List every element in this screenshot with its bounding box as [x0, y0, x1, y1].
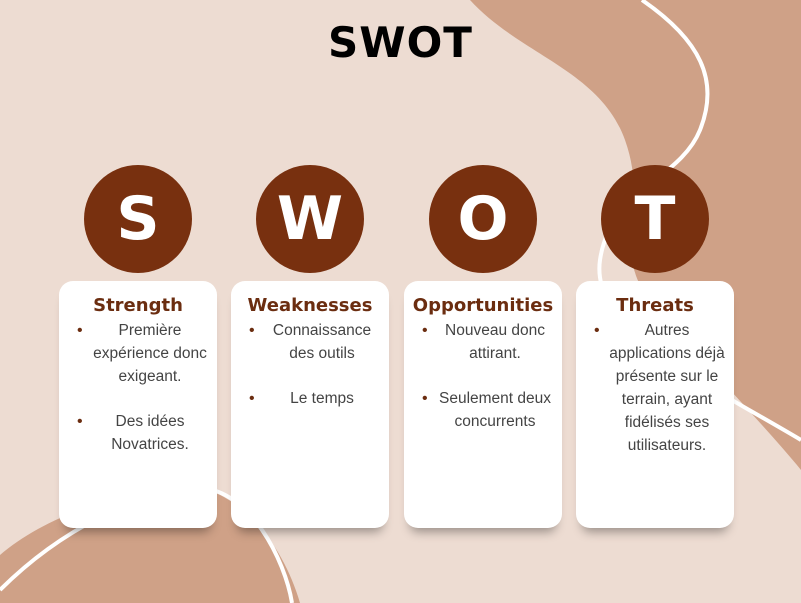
threats-list: Autres applications déjà présente sur le…: [576, 319, 734, 457]
weaknesses-list: Connaissance des outils Le temps: [231, 319, 389, 410]
strength-letter: S: [116, 184, 160, 254]
opportunities-card: Opportunities Nouveau donc attirant. Seu…: [404, 281, 562, 528]
threats-item: Autres applications déjà présente sur le…: [594, 319, 726, 457]
weaknesses-letter: W: [276, 184, 344, 254]
weaknesses-item: Le temps: [249, 387, 381, 410]
weaknesses-card: Weaknesses Connaissance des outils Le te…: [231, 281, 389, 528]
threats-letter-circle: T: [601, 165, 709, 273]
strength-card: Strength Première expérience donc exigea…: [59, 281, 217, 528]
threats-heading: Threats: [616, 295, 694, 316]
strength-list: Première expérience donc exigeant. Des i…: [59, 319, 217, 456]
opportunities-heading: Opportunities: [412, 295, 554, 316]
opportunities-letter: O: [457, 184, 509, 254]
threats-card: Threats Autres applications déjà présent…: [576, 281, 734, 528]
strength-letter-circle: S: [84, 165, 192, 273]
opportunities-item: Nouveau donc attirant.: [422, 319, 554, 365]
threats-letter: T: [634, 184, 676, 254]
weaknesses-letter-circle: W: [256, 165, 364, 273]
page-title: SWOT: [328, 18, 473, 67]
strength-heading: Strength: [93, 295, 183, 316]
weaknesses-item: Connaissance des outils: [249, 319, 381, 365]
weaknesses-heading: Weaknesses: [247, 295, 373, 316]
opportunities-letter-circle: O: [429, 165, 537, 273]
strength-item: Première expérience donc exigeant.: [77, 319, 209, 388]
opportunities-item: Seulement deux concurrents: [422, 387, 554, 433]
strength-item: Des idées Novatrices.: [77, 410, 209, 456]
opportunities-list: Nouveau donc attirant. Seulement deux co…: [404, 319, 562, 433]
